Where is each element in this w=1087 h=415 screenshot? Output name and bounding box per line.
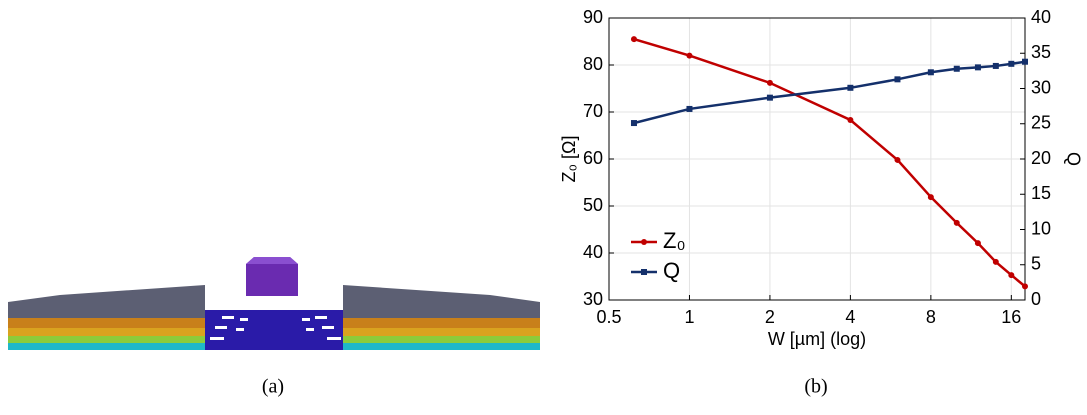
layer <box>343 328 540 336</box>
x-tick-label: 4 <box>845 307 855 327</box>
legend-marker <box>641 239 647 245</box>
metal-top <box>343 285 540 318</box>
y-tick-label: 80 <box>583 54 603 74</box>
y2-tick-label: 5 <box>1031 254 1041 274</box>
marker <box>993 259 999 265</box>
y2-tick-label: 15 <box>1031 183 1051 203</box>
y2-axis-label: Q <box>1063 152 1083 166</box>
y2-tick-label: 25 <box>1031 113 1051 133</box>
marker <box>993 63 999 69</box>
figure: (a) (b) W [µm] (log) Z₀ [Ω] Q 0.5 1 2 4 8 16 3… <box>0 0 1087 410</box>
y2-tick-label: 10 <box>1031 218 1051 238</box>
signal-block-top <box>246 257 298 264</box>
y-tick-label: 30 <box>583 289 603 309</box>
x-tick-label: 16 <box>1001 307 1021 327</box>
x-tick-label: 8 <box>926 307 936 327</box>
x-axis-label: W [µm] (log) <box>768 329 866 349</box>
marker <box>954 66 960 72</box>
y-axis-label: Z₀ [Ω] <box>559 136 579 183</box>
marker <box>686 53 692 59</box>
y-tick-label: 90 <box>583 7 603 27</box>
marker <box>1008 272 1014 278</box>
marker <box>954 220 960 226</box>
marker <box>631 120 637 126</box>
y-tick-label: 40 <box>583 242 603 262</box>
layer <box>8 343 205 350</box>
layer <box>8 328 205 336</box>
y2-tick-label: 40 <box>1031 7 1051 27</box>
marker <box>847 85 853 91</box>
layer <box>343 343 540 350</box>
legend-marker <box>641 269 647 275</box>
series-line <box>634 62 1025 123</box>
marker <box>686 106 692 112</box>
marker <box>767 95 773 101</box>
render-3d <box>8 257 540 350</box>
y-tick-label: 60 <box>583 148 603 168</box>
marker <box>975 240 981 246</box>
caption: (a) <box>262 376 284 398</box>
y2-tick-label: 0 <box>1031 289 1041 309</box>
marker <box>1022 59 1028 65</box>
y2-tick-label: 20 <box>1031 148 1051 168</box>
layer <box>8 336 205 343</box>
y2-tick-label: 30 <box>1031 77 1051 97</box>
caption: (b) <box>804 376 827 398</box>
metal-top <box>8 285 205 318</box>
marker <box>1008 61 1014 67</box>
marker <box>928 69 934 75</box>
y-tick-label: 50 <box>583 195 603 215</box>
marker <box>975 64 981 70</box>
marker <box>767 80 773 86</box>
marker <box>631 36 637 42</box>
marker <box>1022 283 1028 289</box>
y-tick-label: 70 <box>583 101 603 121</box>
marker <box>894 157 900 163</box>
page: (a) (b) W [µm] (log) Z₀ [Ω] Q 0.5 1 2 4 8 16 3… <box>0 0 1087 410</box>
x-tick-label: 0.5 <box>596 307 621 327</box>
legend-label: Q <box>663 258 680 283</box>
marker <box>928 194 934 200</box>
legend-label: Z₀ <box>663 228 686 253</box>
layer <box>343 336 540 343</box>
x-tick-label: 2 <box>765 307 775 327</box>
layer <box>8 318 205 328</box>
marker <box>847 117 853 123</box>
series-line <box>634 39 1025 286</box>
marker <box>894 76 900 82</box>
y2-tick-label: 35 <box>1031 42 1051 62</box>
x-tick-label: 1 <box>684 307 694 327</box>
layer <box>343 318 540 328</box>
